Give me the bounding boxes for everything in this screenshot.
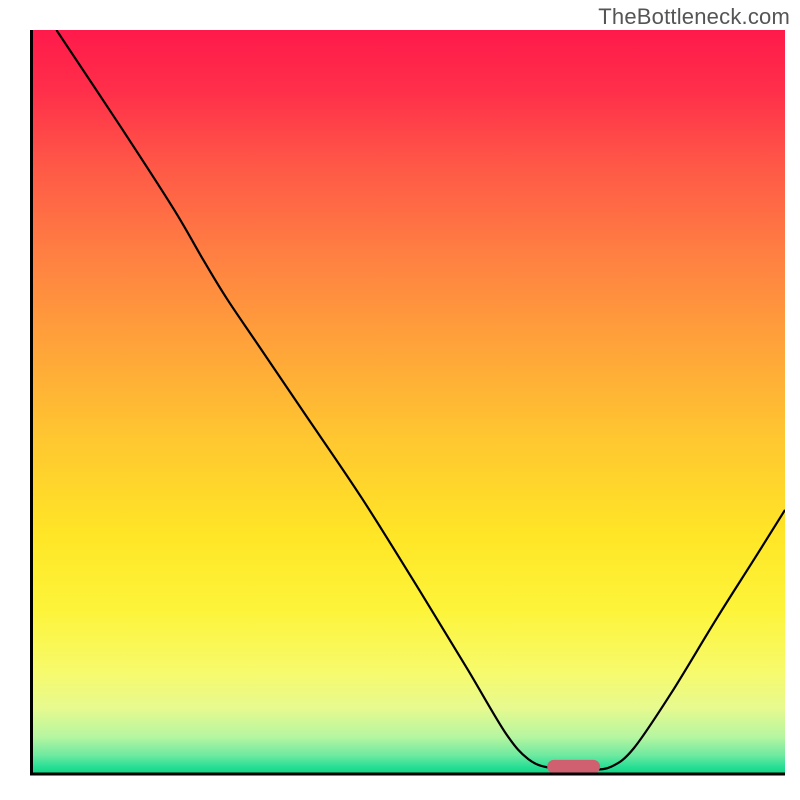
bottleneck-chart (30, 30, 785, 780)
watermark-text: TheBottleneck.com (598, 4, 790, 30)
chart-background (30, 30, 785, 774)
chart-svg (30, 30, 785, 780)
optimal-marker (547, 760, 600, 773)
